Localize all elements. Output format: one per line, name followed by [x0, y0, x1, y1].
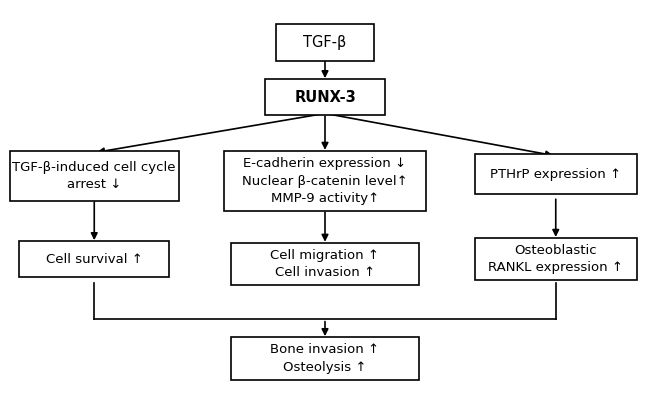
FancyBboxPatch shape [265, 79, 385, 115]
FancyBboxPatch shape [276, 24, 374, 61]
FancyBboxPatch shape [474, 154, 637, 194]
Text: Osteoblastic
RANKL expression ↑: Osteoblastic RANKL expression ↑ [488, 244, 623, 275]
FancyBboxPatch shape [224, 151, 426, 211]
FancyBboxPatch shape [231, 337, 419, 380]
FancyBboxPatch shape [231, 243, 419, 285]
Text: Cell survival ↑: Cell survival ↑ [46, 253, 143, 266]
Text: RUNX-3: RUNX-3 [294, 90, 356, 105]
FancyBboxPatch shape [474, 238, 637, 280]
FancyBboxPatch shape [10, 151, 179, 202]
Text: PTHrP expression ↑: PTHrP expression ↑ [490, 168, 621, 181]
Text: Bone invasion ↑
Osteolysis ↑: Bone invasion ↑ Osteolysis ↑ [270, 343, 380, 374]
Text: Cell migration ↑
Cell invasion ↑: Cell migration ↑ Cell invasion ↑ [270, 249, 380, 279]
Text: TGF-β-induced cell cycle
arrest ↓: TGF-β-induced cell cycle arrest ↓ [12, 161, 176, 192]
Text: E-cadherin expression ↓
Nuclear β-catenin level↑
MMP-9 activity↑: E-cadherin expression ↓ Nuclear β-cateni… [242, 157, 408, 205]
Text: TGF-β: TGF-β [304, 35, 346, 50]
FancyBboxPatch shape [20, 241, 169, 277]
